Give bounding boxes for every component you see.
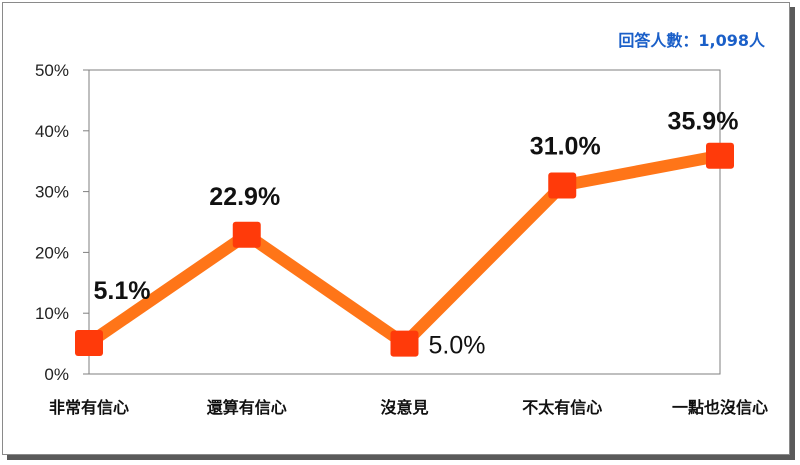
x-axis-categories: 非常有信心 還算有信心 沒意見 不太有信心 一點也沒信心 bbox=[49, 398, 768, 417]
series-line bbox=[83, 149, 726, 350]
data-label: 5.0% bbox=[429, 332, 486, 360]
y-tick-label: 10% bbox=[35, 304, 69, 323]
data-label: 35.9% bbox=[668, 108, 739, 136]
chart-frame bbox=[2, 2, 790, 455]
x-category-label: 還算有信心 bbox=[207, 398, 287, 417]
data-point-marker bbox=[706, 142, 734, 169]
data-labels: 5.1% 22.9% 5.0% 31.0% 35.9% bbox=[94, 108, 739, 360]
data-label: 5.1% bbox=[94, 277, 151, 305]
x-category-label: 沒意見 bbox=[380, 398, 428, 417]
x-category-label: 不太有信心 bbox=[522, 398, 602, 417]
respondents-note: 回答人數：1,098人 bbox=[618, 31, 766, 50]
data-point-marker bbox=[390, 330, 419, 357]
data-point-marker bbox=[75, 329, 103, 356]
x-category-label: 一點也沒信心 bbox=[672, 398, 768, 417]
y-tick-label: 30% bbox=[35, 183, 69, 202]
data-label: 22.9% bbox=[209, 183, 280, 211]
y-tick-label: 40% bbox=[35, 122, 69, 141]
data-label: 31.0% bbox=[530, 133, 601, 161]
y-axis-ticks: 0% 10% 20% 30% 40% 50% bbox=[35, 61, 89, 384]
data-point-marker bbox=[232, 221, 261, 248]
series-layer bbox=[75, 142, 734, 357]
y-tick-label: 50% bbox=[35, 61, 69, 80]
y-tick-label: 0% bbox=[44, 365, 69, 384]
y-tick-label: 20% bbox=[35, 243, 69, 262]
x-category-label: 非常有信心 bbox=[49, 398, 129, 417]
data-point-marker bbox=[548, 172, 577, 199]
plot-area bbox=[88, 69, 721, 375]
